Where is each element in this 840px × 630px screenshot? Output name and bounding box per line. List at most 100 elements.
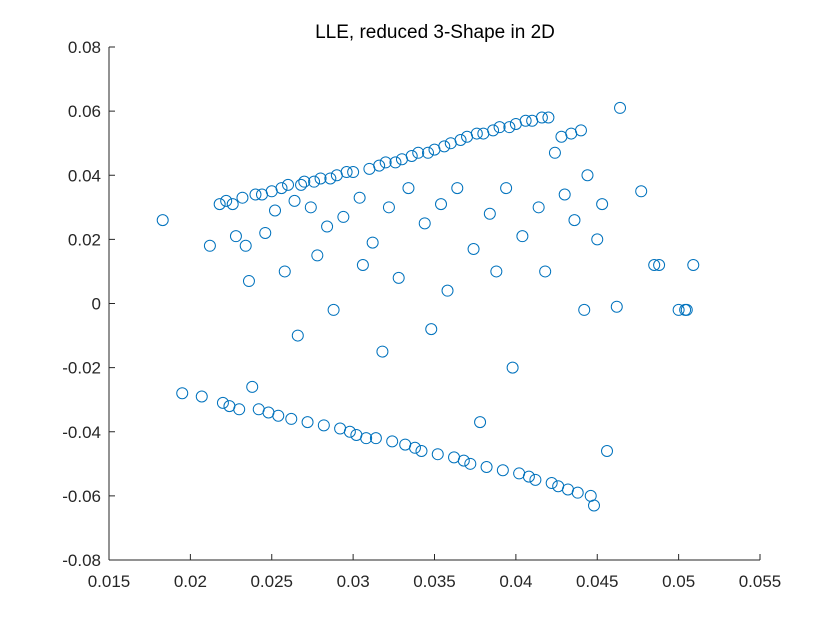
data-point xyxy=(340,166,353,179)
data-point xyxy=(451,182,464,195)
y-tick-label: 0.08 xyxy=(68,38,101,57)
data-point xyxy=(226,198,239,211)
data-point xyxy=(402,182,415,195)
x-tick-label: 0.02 xyxy=(174,572,207,591)
data-point xyxy=(591,233,604,246)
data-point xyxy=(366,236,379,249)
data-point xyxy=(506,361,519,374)
data-point xyxy=(304,201,317,214)
data-point xyxy=(405,150,418,163)
data-point xyxy=(596,198,609,211)
data-point xyxy=(500,182,513,195)
y-axis-ticks: 0.08 0.06 0.04 0.02 0 -0.02 -0.04 -0.06 -0.08 xyxy=(62,38,115,570)
data-point xyxy=(295,178,308,191)
data-point xyxy=(493,121,506,134)
data-point xyxy=(308,175,321,188)
data-point xyxy=(337,210,350,223)
data-point xyxy=(474,416,487,429)
data-point xyxy=(386,435,399,448)
data-point xyxy=(467,242,480,255)
data-point xyxy=(454,133,467,146)
y-tick-label: 0.06 xyxy=(68,102,101,121)
x-tick-label: 0.015 xyxy=(88,572,131,591)
data-point xyxy=(680,303,693,316)
data-point xyxy=(382,201,395,214)
data-point xyxy=(347,166,360,179)
chart-title: LLE, reduced 3-Shape in 2D xyxy=(315,22,555,43)
data-point xyxy=(239,239,252,252)
data-point xyxy=(438,140,451,153)
y-tick-label: -0.04 xyxy=(62,423,101,442)
data-point xyxy=(327,303,340,316)
data-point xyxy=(610,300,623,313)
x-tick-label: 0.045 xyxy=(576,572,619,591)
data-point xyxy=(156,214,169,227)
data-point xyxy=(558,188,571,201)
data-point xyxy=(314,172,327,185)
data-point xyxy=(324,172,337,185)
data-point xyxy=(480,461,493,474)
data-point xyxy=(529,473,542,486)
data-point xyxy=(369,432,382,445)
data-point xyxy=(470,127,483,140)
data-point xyxy=(392,271,405,284)
data-point xyxy=(542,111,555,124)
data-point xyxy=(195,390,208,403)
data-point xyxy=(360,432,373,445)
y-tick-label: -0.06 xyxy=(62,487,101,506)
data-point xyxy=(275,182,288,195)
data-point xyxy=(285,412,298,425)
data-point xyxy=(457,454,470,467)
data-point xyxy=(464,457,477,470)
data-point xyxy=(269,204,282,217)
data-point xyxy=(532,201,545,214)
data-point xyxy=(246,380,259,393)
data-point xyxy=(483,207,496,220)
y-tick-label: 0.02 xyxy=(68,230,101,249)
data-point xyxy=(412,146,425,159)
data-point xyxy=(379,156,392,169)
data-point xyxy=(568,214,581,227)
x-axis-ticks: 0.015 0.02 0.025 0.03 0.035 0.04 0.045 0.05 0.05… xyxy=(88,554,782,591)
data-point xyxy=(353,191,366,204)
data-point xyxy=(687,259,700,272)
data-point xyxy=(425,323,438,336)
data-point xyxy=(516,230,529,243)
data-point xyxy=(653,259,666,272)
data-point xyxy=(291,329,304,342)
data-point xyxy=(539,265,552,278)
data-point xyxy=(421,146,434,159)
data-point xyxy=(415,444,428,457)
data-point xyxy=(522,470,535,483)
y-tick-label: 0 xyxy=(92,295,101,314)
data-point xyxy=(487,124,500,137)
data-point xyxy=(574,124,587,137)
data-point xyxy=(648,259,661,272)
data-point xyxy=(229,230,242,243)
data-point xyxy=(288,194,301,207)
x-tick-label: 0.035 xyxy=(413,572,456,591)
data-point xyxy=(389,156,402,169)
data-point xyxy=(519,114,532,127)
data-point xyxy=(298,175,311,188)
data-point xyxy=(587,499,600,512)
data-point xyxy=(490,265,503,278)
data-point xyxy=(321,220,334,233)
data-point xyxy=(272,409,285,422)
data-point xyxy=(242,275,255,288)
x-tick-label: 0.055 xyxy=(739,572,782,591)
data-point xyxy=(343,425,356,438)
data-point xyxy=(176,387,189,400)
data-point xyxy=(282,178,295,191)
data-point xyxy=(216,396,229,409)
data-point xyxy=(220,194,233,207)
data-point xyxy=(435,198,448,211)
data-point xyxy=(418,217,431,230)
data-point xyxy=(578,303,591,316)
y-tick-label: -0.02 xyxy=(62,359,101,378)
data-point xyxy=(571,486,584,499)
x-tick-label: 0.04 xyxy=(499,572,532,591)
data-point xyxy=(311,249,324,262)
data-point xyxy=(356,259,369,272)
